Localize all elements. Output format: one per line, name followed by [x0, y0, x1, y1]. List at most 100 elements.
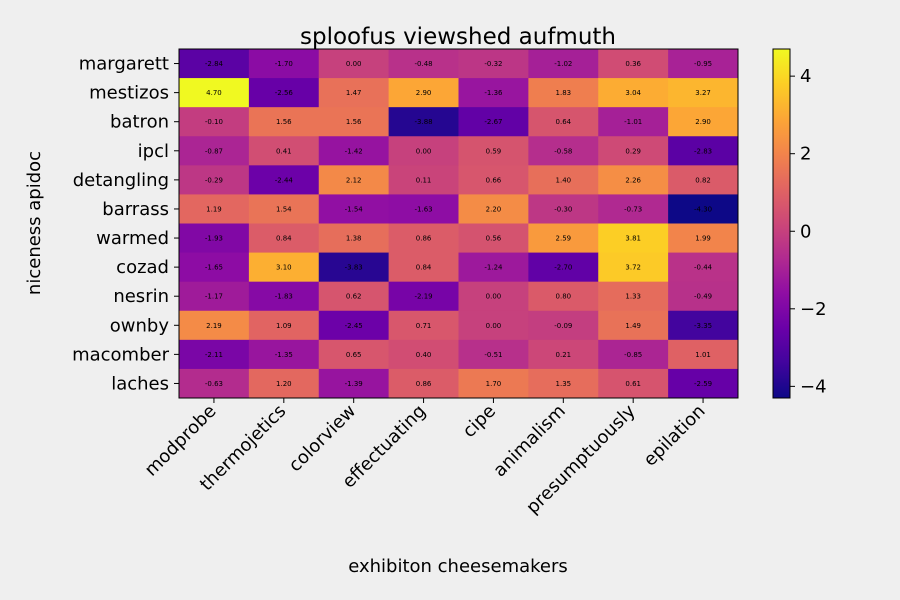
heatmap-cell: [248, 136, 320, 166]
cell-value-label: -0.87: [205, 147, 223, 155]
heatmap-cell: [668, 107, 739, 137]
heatmap-cell-labels: -2.84 -1.70 0.00 -0.48 -0.32 -1.02 0.36 -0.95 4.…: [205, 60, 713, 388]
cell-value-label: -2.19: [415, 293, 433, 301]
heatmap-cell: [318, 165, 390, 195]
heatmap-cell: [458, 368, 529, 399]
y-tick-label: mestizos: [89, 83, 169, 104]
heatmap-cell: [668, 165, 739, 195]
cell-value-label: -1.02: [554, 60, 572, 68]
heatmap-cell: [318, 339, 390, 370]
heatmap-cell: [598, 223, 669, 254]
heatmap-cell: [528, 136, 599, 166]
heatmap-cell: [248, 252, 320, 283]
y-axis-ticks: margarett mestizos batron ipcl detangling bar…: [72, 54, 179, 394]
cell-value-label: 0.40: [416, 351, 432, 359]
cell-value-label: 0.84: [276, 235, 292, 243]
cell-value-label: -0.10: [205, 118, 223, 126]
heatmap-cell: [598, 281, 669, 312]
heatmap-cell: [458, 49, 529, 79]
cell-value-label: -1.35: [275, 351, 293, 359]
heatmap-cell: [248, 194, 320, 224]
heatmap-cell: [528, 339, 599, 370]
heatmap-cell: [528, 194, 599, 224]
cell-value-label: 1.47: [346, 89, 362, 97]
heatmap-cell: [458, 281, 529, 312]
heatmap-cell: [388, 281, 459, 312]
colorbar-tick-label: 2: [800, 144, 811, 165]
cell-value-label: -1.63: [415, 205, 433, 213]
cell-value-label: -2.59: [694, 380, 712, 388]
y-tick-label: macomber: [72, 344, 170, 365]
cell-value-label: 0.00: [346, 60, 362, 68]
heatmap-cell: [668, 78, 739, 108]
cell-value-label: 0.00: [486, 322, 502, 330]
heatmap-cell: [598, 107, 669, 137]
cell-value-label: -1.17: [205, 293, 223, 301]
heatmap-cell: [458, 339, 529, 370]
heatmap-cell: [179, 49, 250, 79]
y-tick-label: cozad: [116, 257, 169, 278]
heatmap-cell: [318, 252, 390, 283]
heatmap-cell: [388, 194, 459, 224]
heatmap-cell: [388, 339, 459, 370]
cell-value-label: 0.29: [625, 147, 641, 155]
colorbar-tick-label: −2: [800, 299, 827, 320]
cell-value-label: 1.09: [276, 322, 292, 330]
cell-value-label: -1.83: [275, 293, 293, 301]
heatmap-cell: [528, 368, 599, 399]
cell-value-label: -2.45: [345, 322, 363, 330]
cell-value-label: -0.73: [624, 205, 642, 213]
cell-value-label: 2.20: [486, 205, 502, 213]
cell-value-label: -1.36: [484, 89, 503, 97]
cell-value-label: -2.83: [694, 147, 712, 155]
heatmap-cell: [388, 136, 459, 166]
heatmap-cell: [179, 252, 250, 283]
heatmap-cell: [458, 107, 529, 137]
heatmap-cell: [318, 107, 390, 137]
heatmap-cell: [388, 223, 459, 254]
heatmap-cell: [458, 194, 529, 224]
cell-value-label: 3.27: [695, 89, 711, 97]
cell-value-label: -2.56: [275, 89, 294, 97]
cell-value-label: 1.99: [695, 235, 711, 243]
cell-value-label: -0.32: [484, 60, 502, 68]
heatmap-cell: [668, 252, 739, 283]
cell-value-label: -0.48: [415, 60, 433, 68]
cell-value-label: -1.39: [345, 380, 363, 388]
cell-value-label: 1.20: [276, 380, 292, 388]
cell-value-label: -0.95: [694, 60, 712, 68]
cell-value-label: 3.10: [276, 264, 292, 272]
cell-value-label: 2.59: [556, 235, 572, 243]
cell-value-label: 0.71: [416, 322, 432, 330]
heatmap-cells: [179, 49, 739, 399]
cell-value-label: 2.19: [206, 322, 222, 330]
heatmap-cell: [318, 136, 390, 166]
heatmap-cell: [668, 339, 739, 370]
y-tick-label: nesrin: [113, 286, 169, 307]
cell-value-label: -3.35: [694, 322, 712, 330]
heatmap-cell: [179, 165, 250, 195]
cell-value-label: -1.65: [205, 264, 223, 272]
heatmap-cell: [388, 165, 459, 195]
chart-title: sploofus viewshed aufmuth: [300, 24, 616, 50]
heatmap-cell: [458, 252, 529, 283]
cell-value-label: 0.84: [416, 264, 432, 272]
cell-value-label: 2.26: [625, 176, 641, 184]
cell-value-label: -3.83: [345, 264, 363, 272]
colorbar: [772, 48, 791, 399]
cell-value-label: -0.63: [205, 380, 223, 388]
cell-value-label: 1.83: [556, 89, 572, 97]
heatmap-cell: [179, 194, 250, 224]
cell-value-label: 2.90: [695, 118, 711, 126]
cell-value-label: 1.40: [556, 176, 572, 184]
heatmap-cell: [248, 78, 320, 108]
cell-value-label: 0.82: [695, 176, 711, 184]
heatmap-cell: [598, 78, 669, 108]
cell-value-label: 1.19: [206, 205, 222, 213]
heatmap-cell: [528, 49, 599, 79]
heatmap-cell: [598, 136, 669, 166]
heatmap-cell: [668, 310, 739, 341]
cell-value-label: 1.70: [486, 380, 502, 388]
cell-value-label: 1.35: [556, 380, 572, 388]
